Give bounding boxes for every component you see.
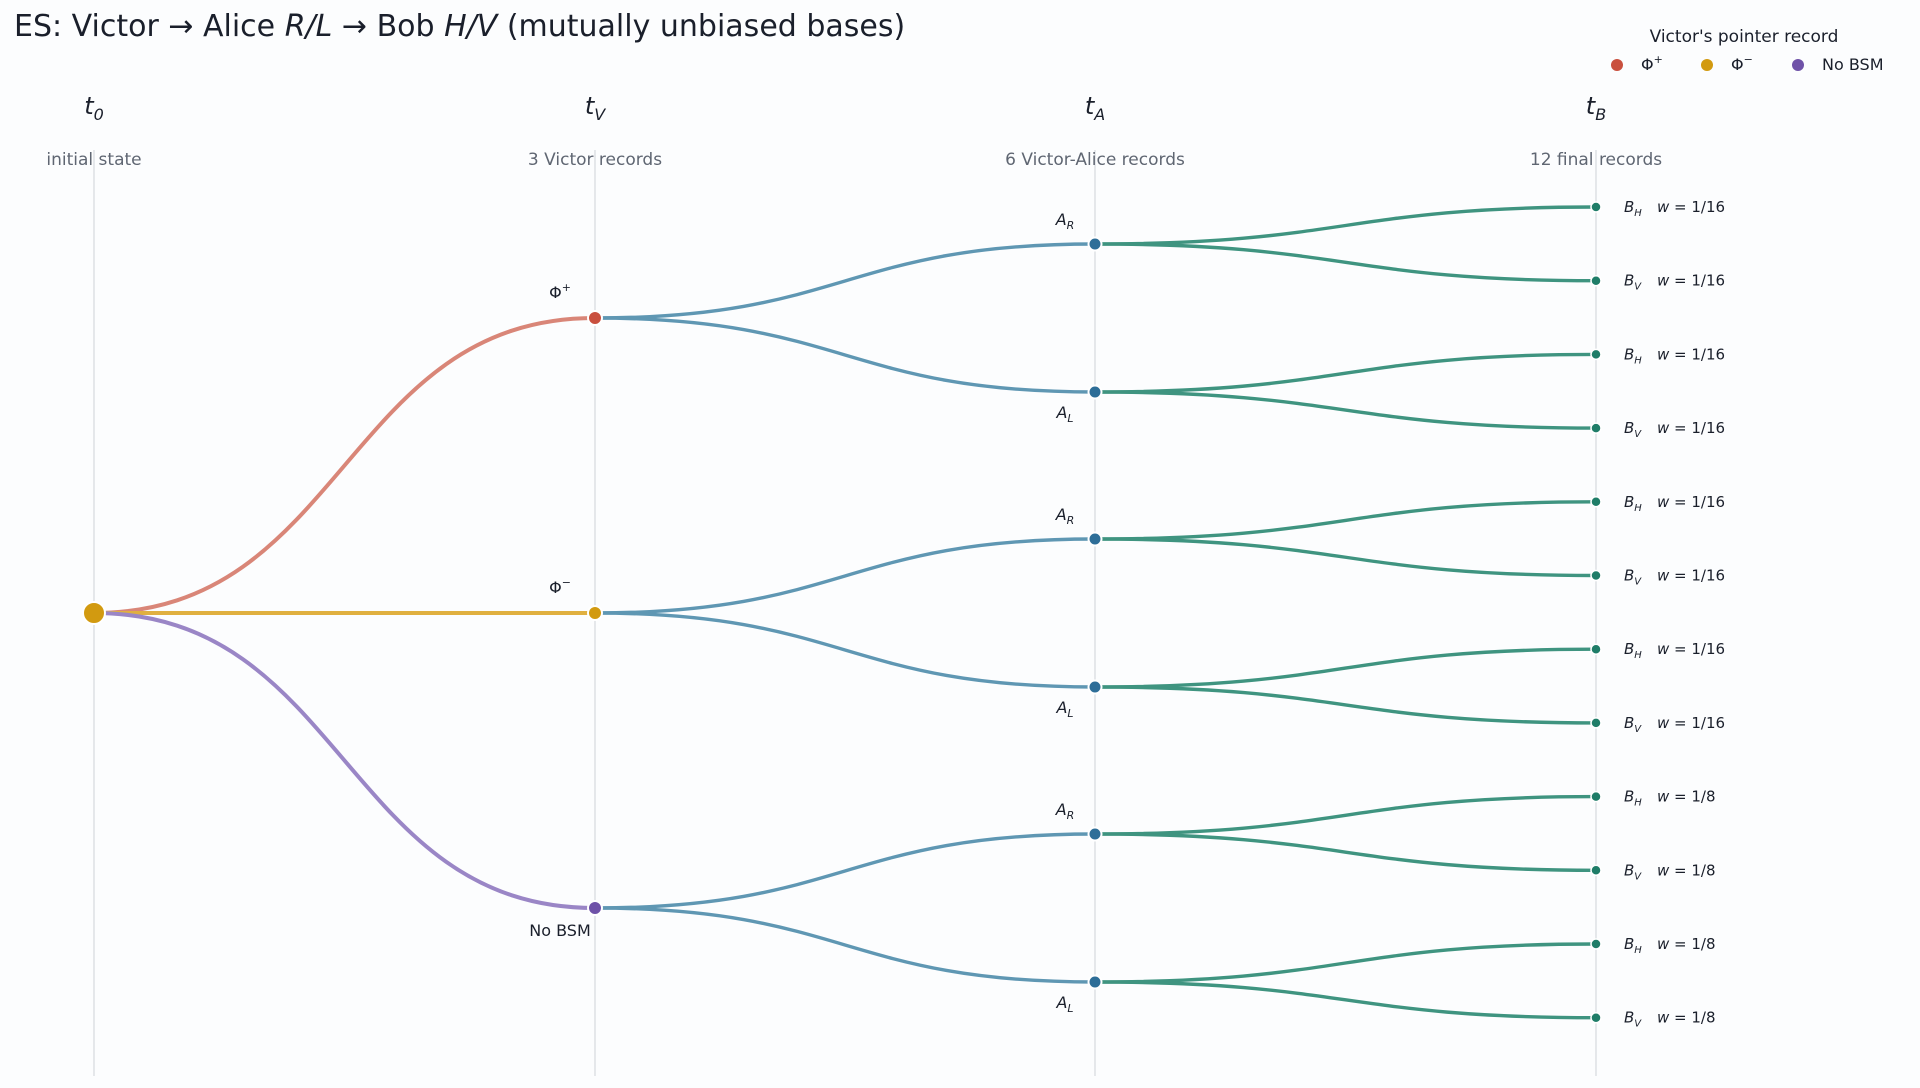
- bob-node-5: [1590, 569, 1602, 582]
- bob-label-2: BH: [1624, 345, 1642, 366]
- bob-node-10: [1590, 938, 1602, 950]
- victor-node-2: [587, 900, 603, 916]
- bob-weight-6: w = 1/16: [1657, 640, 1725, 658]
- bob-node-7: [1590, 717, 1602, 729]
- victor-label-2: No BSM: [529, 921, 591, 940]
- edge-alice-bob-1: [1094, 242, 1597, 283]
- bob-weight-1: w = 1/16: [1657, 272, 1725, 290]
- legend-marker-2: [1792, 59, 1804, 71]
- alice-label-5: AL: [1055, 993, 1073, 1015]
- bob-label-4: BH: [1624, 493, 1642, 514]
- bob-node-3: [1590, 422, 1602, 434]
- bob-label-6: BH: [1624, 640, 1642, 661]
- column-time-3: tB: [1586, 92, 1606, 124]
- bob-label-7: BV: [1624, 714, 1642, 735]
- alice-node-5: [1087, 974, 1103, 990]
- legend: Victor's pointer record Φ+ Φ− No BSM: [1611, 27, 1884, 74]
- bob-label-10: BH: [1624, 935, 1642, 956]
- bob-weight-3: w = 1/16: [1657, 419, 1725, 437]
- edge-victor-alice-0: [594, 242, 1096, 320]
- edge-alice-bob-0: [1094, 205, 1597, 246]
- alice-node-0: [1087, 236, 1103, 252]
- victor-label-0: Φ+: [549, 281, 571, 302]
- bob-label-9: BV: [1624, 861, 1642, 882]
- bob-weight-2: w = 1/16: [1657, 345, 1725, 363]
- page-title: ES: Victor → Alice R/L → Bob H/V (mutual…: [14, 9, 905, 44]
- victor-label-1: Φ−: [549, 576, 571, 597]
- edge-alice-bob-3: [1094, 390, 1597, 430]
- column-time-0: t0: [84, 92, 104, 124]
- bob-weight-5: w = 1/16: [1657, 567, 1725, 585]
- tree-edges: [92, 205, 1597, 1020]
- edge-alice-bob-7: [1094, 685, 1597, 725]
- alice-label-4: AR: [1055, 800, 1075, 822]
- bob-weight-9: w = 1/8: [1657, 861, 1716, 879]
- bob-weight-10: w = 1/8: [1657, 935, 1716, 953]
- alice-label-2: AR: [1055, 505, 1075, 527]
- column-time-2: tA: [1085, 92, 1105, 124]
- bob-node-8: [1590, 790, 1602, 803]
- column-subtitle-2: 6 Victor-Alice records: [1005, 150, 1185, 170]
- legend-marker-1: [1701, 59, 1713, 71]
- column-time-1: tV: [585, 92, 606, 124]
- edge-alice-bob-4: [1094, 500, 1597, 541]
- bob-label-8: BH: [1624, 788, 1642, 809]
- bob-node-6: [1590, 643, 1602, 655]
- legend-label-2: No BSM: [1822, 55, 1884, 74]
- edge-victor-alice-3: [594, 611, 1096, 689]
- root-node: [82, 601, 106, 625]
- edge-alice-bob-2: [1094, 352, 1597, 394]
- alice-label-3: AL: [1055, 698, 1073, 720]
- alice-node-2: [1087, 531, 1103, 547]
- bob-label-0: BH: [1624, 198, 1642, 219]
- legend-marker-0: [1611, 59, 1623, 71]
- edge-alice-bob-5: [1094, 537, 1597, 578]
- node-labels: Φ+ Φ− No BSM AR AL AR AL AR AL BH w = 1/16 BV w = 1/…: [529, 198, 1725, 1030]
- edge-alice-bob-10: [1094, 942, 1597, 984]
- edge-root-victor-2: [92, 611, 597, 910]
- bob-label-5: BV: [1624, 567, 1642, 588]
- bob-weight-4: w = 1/16: [1657, 493, 1725, 511]
- legend-label-0: Φ+: [1641, 53, 1663, 74]
- edge-victor-alice-1: [594, 316, 1096, 394]
- bob-node-11: [1590, 1011, 1602, 1024]
- bob-label-11: BV: [1624, 1009, 1642, 1030]
- edge-alice-bob-8: [1094, 794, 1597, 836]
- bob-label-1: BV: [1624, 272, 1642, 293]
- legend-title: Victor's pointer record: [1650, 27, 1839, 47]
- edge-alice-bob-6: [1094, 647, 1597, 689]
- bob-node-4: [1590, 496, 1602, 508]
- column-subtitle-3: 12 final records: [1530, 150, 1662, 170]
- edge-alice-bob-11: [1094, 980, 1597, 1020]
- alice-label-0: AR: [1055, 210, 1075, 232]
- bob-node-9: [1590, 864, 1602, 877]
- victor-node-1: [587, 605, 603, 621]
- edge-victor-alice-2: [594, 537, 1096, 615]
- column-subtitle-0: initial state: [46, 150, 141, 170]
- edge-victor-alice-5: [594, 906, 1096, 984]
- tree-nodes: [82, 201, 1602, 1024]
- edge-root-victor-0: [92, 316, 597, 615]
- legend-label-1: Φ−: [1731, 53, 1753, 74]
- bob-label-3: BV: [1624, 419, 1642, 440]
- alice-node-3: [1087, 679, 1103, 695]
- bob-weight-11: w = 1/8: [1657, 1009, 1716, 1027]
- column-headers: t0 initial state tV 3 Victor records tA 6 Vic…: [46, 92, 1662, 170]
- victor-node-0: [587, 310, 603, 326]
- alice-node-4: [1087, 826, 1103, 842]
- bob-node-0: [1590, 201, 1602, 213]
- bob-weight-0: w = 1/16: [1657, 198, 1725, 216]
- edge-victor-alice-4: [594, 832, 1096, 910]
- edge-alice-bob-9: [1094, 832, 1597, 872]
- bob-node-2: [1590, 348, 1602, 361]
- bob-node-1: [1590, 274, 1602, 287]
- alice-label-1: AL: [1055, 403, 1073, 425]
- bob-weight-8: w = 1/8: [1657, 788, 1716, 806]
- alice-node-1: [1087, 384, 1103, 400]
- column-subtitle-1: 3 Victor records: [528, 150, 662, 170]
- bob-weight-7: w = 1/16: [1657, 714, 1725, 732]
